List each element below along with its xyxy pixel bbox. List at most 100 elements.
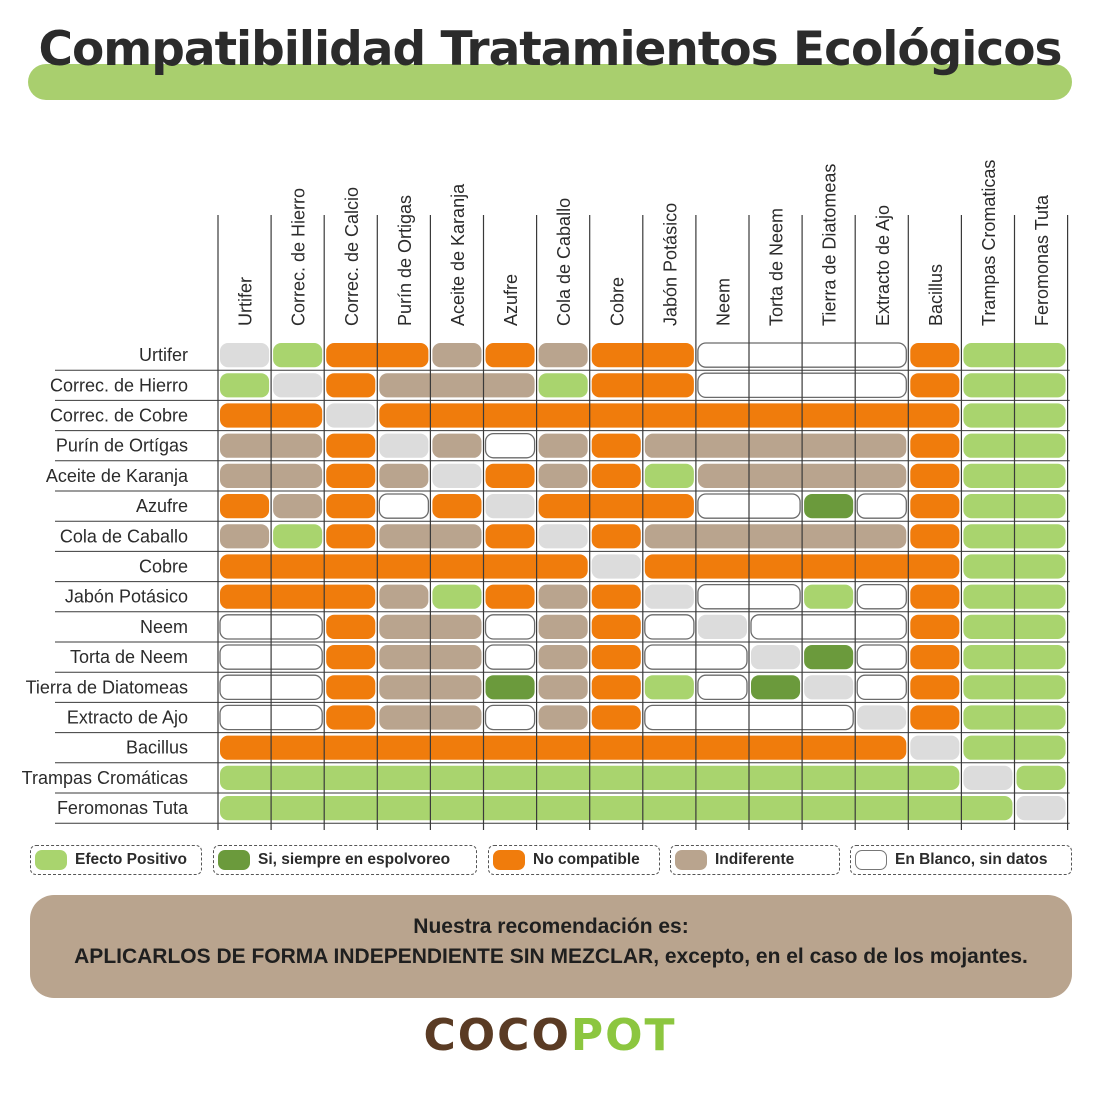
row-label-urtifer: Urtifer: [139, 345, 188, 365]
cell-cola-de-caballo-correc-de-calcio: [326, 524, 376, 549]
column-label-aceite-de-karanja: Aceite de Karanja: [448, 183, 468, 326]
cell-correc-de-hierro-purin-de-ortigas-to-azufre: [379, 373, 535, 398]
cell-urtifer-azufre: [485, 343, 535, 368]
cell-tierra-de-diatomeas-cola-de-caballo: [538, 675, 588, 700]
cell-tierra-de-diatomeas-tierra-de-diatomeas: [804, 675, 854, 700]
compatibility-matrix: Urtifer Correc. de Hierro Correc. de Calci…: [22, 160, 1070, 830]
row-label-azufre: Azufre: [136, 496, 188, 516]
cell-tierra-de-diatomeas-torta-de-neem: [751, 675, 801, 700]
cell-aceite-de-karanja-jabon-potasico: [644, 463, 694, 488]
cell-purin-de-ortigas-purin-de-ortigas: [379, 433, 429, 458]
cell-purin-de-ortigas-cola-de-caballo: [538, 433, 588, 458]
row-label-correc-de-cobre: Correc. de Cobre: [50, 406, 188, 426]
cell-neem-torta-de-neem-to-extracto-de-ajo: [750, 614, 907, 640]
cell-cobre-cobre: [591, 554, 641, 579]
cell-cola-de-caballo-jabon-potasico-to-extracto-de-ajo: [644, 524, 907, 549]
cell-torta-de-neem-correc-de-calcio: [326, 645, 376, 670]
cell-urtifer-correc-de-hierro: [273, 343, 323, 368]
legend-item-positive: Efecto Positivo: [30, 845, 202, 875]
row-label-bacillus: Bacillus: [126, 738, 188, 758]
column-label-bacillus: Bacillus: [926, 264, 946, 326]
cell-correc-de-hierro-bacillus: [910, 373, 960, 398]
column-label-extracto-de-ajo: Extracto de Ajo: [873, 205, 893, 326]
column-label-correc-de-calcio: Correc. de Calcio: [342, 187, 362, 326]
cell-jabon-potasico-purin-de-ortigas: [379, 584, 429, 609]
column-label-tierra-de-diatomeas: Tierra de Diatomeas: [820, 164, 840, 326]
legend-item-dusting: Si, siempre en espolvoreo: [213, 845, 477, 875]
legend-swatch-not-compatible: [493, 850, 525, 870]
cell-azufre-purin-de-ortigas: [378, 493, 430, 519]
cocopot-logo: COCOPOT: [0, 1010, 1100, 1061]
cell-bacillus-bacillus: [910, 735, 960, 760]
cell-tierra-de-diatomeas-bacillus: [910, 675, 960, 700]
legend-label-not-compatible: No compatible: [533, 851, 640, 868]
cell-cola-de-caballo-cola-de-caballo: [538, 524, 588, 549]
cell-cobre-urtifer-to-cola-de-caballo: [220, 554, 588, 579]
cell-tierra-de-diatomeas-cobre: [591, 675, 641, 700]
legend-label-blank: En Blanco, sin datos: [895, 851, 1048, 868]
cell-aceite-de-karanja-bacillus: [910, 463, 960, 488]
cell-purin-de-ortigas-correc-de-calcio: [326, 433, 376, 458]
title-highlight: [28, 64, 1072, 100]
cell-torta-de-neem-azufre: [484, 644, 536, 670]
cell-cola-de-caballo-urtifer: [220, 524, 270, 549]
cell-purin-de-ortigas-jabon-potasico-to-extracto-de-ajo: [644, 433, 907, 458]
cell-correc-de-hierro-correc-de-calcio: [326, 373, 376, 398]
cell-purin-de-ortigas-bacillus: [910, 433, 960, 458]
cell-neem-cola-de-caballo: [538, 614, 588, 639]
column-label-trampas-cromaticas: Trampas Cromaticas: [979, 160, 999, 326]
legend-label-indifferent: Indiferente: [715, 851, 795, 868]
cell-extracto-de-ajo-correc-de-calcio: [326, 705, 376, 730]
cell-neem-correc-de-calcio: [326, 614, 376, 639]
cell-tierra-de-diatomeas-extracto-de-ajo: [856, 674, 907, 701]
cell-urtifer-urtifer: [220, 343, 270, 368]
recommendation-banner: Nuestra recomendación es: APLICARLOS DE …: [30, 895, 1072, 998]
cell-correc-de-cobre-correc-de-calcio: [326, 403, 376, 428]
cell-cola-de-caballo-cobre: [591, 524, 641, 549]
cell-jabon-potasico-azufre: [485, 584, 535, 609]
row-label-cobre: Cobre: [139, 557, 188, 577]
row-label-cola-de-caballo: Cola de Caballo: [60, 526, 188, 546]
column-label-jabon-potasico: Jabón Potásico: [660, 203, 680, 326]
cell-extracto-de-ajo-cobre: [591, 705, 641, 730]
cell-tierra-de-diatomeas-jabon-potasico: [644, 675, 694, 700]
row-label-jabon-potasico: Jabón Potásico: [65, 587, 188, 607]
column-label-feromonas-tuta: Feromonas Tuta: [1032, 194, 1052, 326]
row-label-torta-de-neem: Torta de Neem: [70, 647, 188, 667]
recommendation-heading: Nuestra recomendación es:: [413, 915, 689, 938]
cell-aceite-de-karanja-correc-de-calcio: [326, 463, 376, 488]
cell-trampas-cromaticas-trampas-cromaticas: [963, 765, 1013, 790]
row-label-tierra-de-diatomeas: Tierra de Diatomeas: [26, 677, 188, 697]
cell-correc-de-cobre-purin-de-ortigas-to-bacillus: [379, 403, 960, 428]
cell-cola-de-caballo-bacillus: [910, 524, 960, 549]
cell-neem-azufre: [484, 614, 536, 640]
logo-part-pot: POT: [570, 1010, 677, 1061]
column-label-correc-de-hierro: Correc. de Hierro: [289, 188, 309, 326]
column-label-urtifer: Urtifer: [236, 277, 256, 326]
column-label-torta-de-neem: Torta de Neem: [767, 208, 787, 326]
cell-torta-de-neem-cobre: [591, 645, 641, 670]
cell-urtifer-cola-de-caballo: [538, 343, 588, 368]
cell-bacillus-urtifer-to-extracto-de-ajo: [220, 735, 907, 760]
logo-part-coco: COCO: [423, 1010, 571, 1061]
cell-aceite-de-karanja-cola-de-caballo: [538, 463, 588, 488]
cell-extracto-de-ajo-azufre: [484, 704, 536, 731]
cell-torta-de-neem-torta-de-neem: [751, 645, 801, 670]
cell-tierra-de-diatomeas-correc-de-calcio: [326, 675, 376, 700]
cell-azufre-aceite-de-karanja: [432, 494, 482, 519]
row-label-trampas-cromaticas: Trampas Cromáticas: [22, 768, 188, 788]
column-label-cobre: Cobre: [607, 277, 627, 326]
cell-cola-de-caballo-correc-de-hierro: [273, 524, 323, 549]
cell-tierra-de-diatomeas-neem: [697, 674, 748, 701]
cell-neem-cobre: [591, 614, 641, 639]
cell-jabon-potasico-cola-de-caballo: [538, 584, 588, 609]
cell-azufre-correc-de-calcio: [326, 494, 376, 519]
legend: Efecto Positivo Si, siempre en espolvore…: [30, 845, 1074, 877]
column-label-neem: Neem: [714, 278, 734, 326]
cell-azufre-urtifer: [220, 494, 270, 519]
cell-correc-de-hierro-urtifer: [220, 373, 270, 398]
cell-tierra-de-diatomeas-azufre: [485, 675, 535, 700]
cell-neem-bacillus: [910, 614, 960, 639]
cell-jabon-potasico-jabon-potasico: [644, 584, 694, 609]
legend-item-not-compatible: No compatible: [488, 845, 660, 875]
